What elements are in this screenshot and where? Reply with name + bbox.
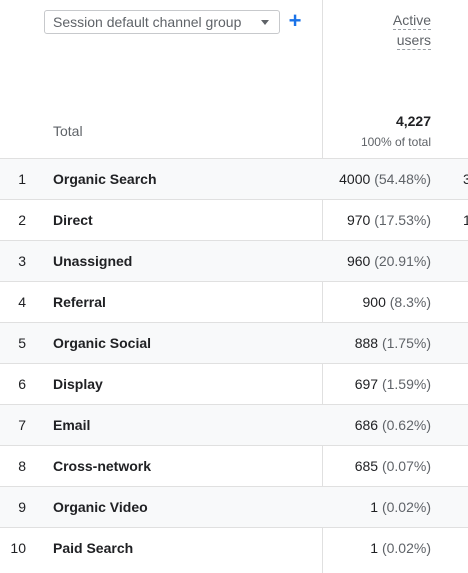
row-channel-name[interactable]: Direct: [53, 212, 93, 228]
row-percent: (17.53%): [374, 212, 431, 228]
row-active-users: 960 (20.91%): [347, 253, 431, 269]
column-divider: [322, 0, 323, 573]
row-index: 10: [10, 540, 26, 556]
row-index: 5: [18, 335, 26, 351]
row-active-users: 1 (0.02%): [370, 499, 431, 515]
row-channel-name[interactable]: Cross-network: [53, 458, 152, 474]
active-users-column-header[interactable]: Active users: [392, 10, 431, 50]
table-header: Session default channel group + Active u…: [0, 0, 468, 158]
row-index: 3: [18, 253, 26, 269]
table-row[interactable]: 5 Organic Social 888 (1.75%): [0, 322, 468, 363]
row-active-users: 1 (0.02%): [370, 540, 431, 556]
table-row[interactable]: 8 Cross-network 685 (0.07%): [0, 445, 468, 486]
row-channel-name[interactable]: Organic Search: [53, 171, 157, 187]
row-active-users: 900 (8.3%): [363, 294, 431, 310]
row-value: 4000: [339, 171, 371, 187]
row-active-users: 4000 (54.48%): [339, 171, 431, 187]
dimension-dropdown-label: Session default channel group: [53, 14, 242, 30]
row-index: 8: [18, 458, 26, 474]
row-next-column-value: 3: [463, 171, 468, 187]
row-value: 686: [354, 417, 379, 433]
caret-down-icon: [261, 20, 269, 25]
row-index: 7: [18, 417, 26, 433]
row-value: 1: [370, 540, 379, 556]
row-active-users: 697 (1.59%): [355, 376, 431, 392]
row-index: 4: [18, 294, 26, 310]
row-channel-name[interactable]: Display: [53, 376, 103, 392]
row-value: 970: [346, 212, 371, 228]
row-active-users: 970 (17.53%): [347, 212, 431, 228]
metric-header-line2: users: [396, 32, 431, 50]
row-channel-name[interactable]: Unassigned: [53, 253, 133, 269]
row-percent: (1.75%): [381, 335, 431, 351]
table-row[interactable]: 1 Organic Search 4000 (54.48%) 3: [0, 158, 468, 199]
row-channel-name[interactable]: Organic Social: [53, 335, 152, 351]
row-percent: (0.02%): [381, 540, 431, 556]
dimension-dropdown[interactable]: Session default channel group: [44, 10, 280, 34]
table-row[interactable]: 10 Paid Search 1 (0.02%): [0, 527, 468, 568]
row-value: 888: [354, 335, 379, 351]
row-channel-name[interactable]: Organic Video: [53, 499, 148, 515]
row-index: 9: [18, 499, 26, 515]
total-label: Total: [53, 123, 83, 139]
row-percent: (8.3%): [389, 294, 431, 310]
table-row[interactable]: 7 Email 686 (0.62%): [0, 404, 468, 445]
row-percent: (20.91%): [374, 253, 431, 269]
row-active-users: 888 (1.75%): [355, 335, 431, 351]
row-index: 1: [18, 171, 26, 187]
row-value: 960: [346, 253, 371, 269]
row-value: 697: [354, 376, 379, 392]
row-value: 900: [362, 294, 386, 310]
row-percent: (1.59%): [381, 376, 431, 392]
row-next-column-value: 1: [463, 212, 468, 228]
total-row: Total 4,227 100% of total: [0, 104, 468, 158]
metric-header-line1: Active: [392, 12, 431, 30]
table-row[interactable]: 3 Unassigned 960 (20.91%): [0, 240, 468, 281]
row-active-users: 685 (0.07%): [355, 458, 431, 474]
row-active-users: 686 (0.62%): [355, 417, 431, 433]
table-row[interactable]: 4 Referral 900 (8.3%): [0, 281, 468, 322]
table-body: 1 Organic Search 4000 (54.48%) 3 2 Direc…: [0, 158, 468, 568]
row-channel-name[interactable]: Email: [53, 417, 91, 433]
row-percent: (0.02%): [381, 499, 431, 515]
row-percent: (0.62%): [381, 417, 431, 433]
total-value: 4,227: [395, 113, 431, 129]
total-percent: 100% of total: [360, 135, 431, 149]
row-value: 685: [354, 458, 379, 474]
row-channel-name[interactable]: Paid Search: [53, 540, 134, 556]
row-percent: (54.48%): [374, 171, 431, 187]
row-percent: (0.07%): [381, 458, 431, 474]
row-value: 1: [370, 499, 379, 515]
table-row[interactable]: 2 Direct 970 (17.53%) 1: [0, 199, 468, 240]
add-dimension-button[interactable]: +: [288, 8, 302, 33]
row-index: 6: [18, 376, 26, 392]
table-row[interactable]: 9 Organic Video 1 (0.02%): [0, 486, 468, 527]
row-channel-name[interactable]: Referral: [53, 294, 106, 310]
row-index: 2: [18, 212, 26, 228]
table-row[interactable]: 6 Display 697 (1.59%): [0, 363, 468, 404]
